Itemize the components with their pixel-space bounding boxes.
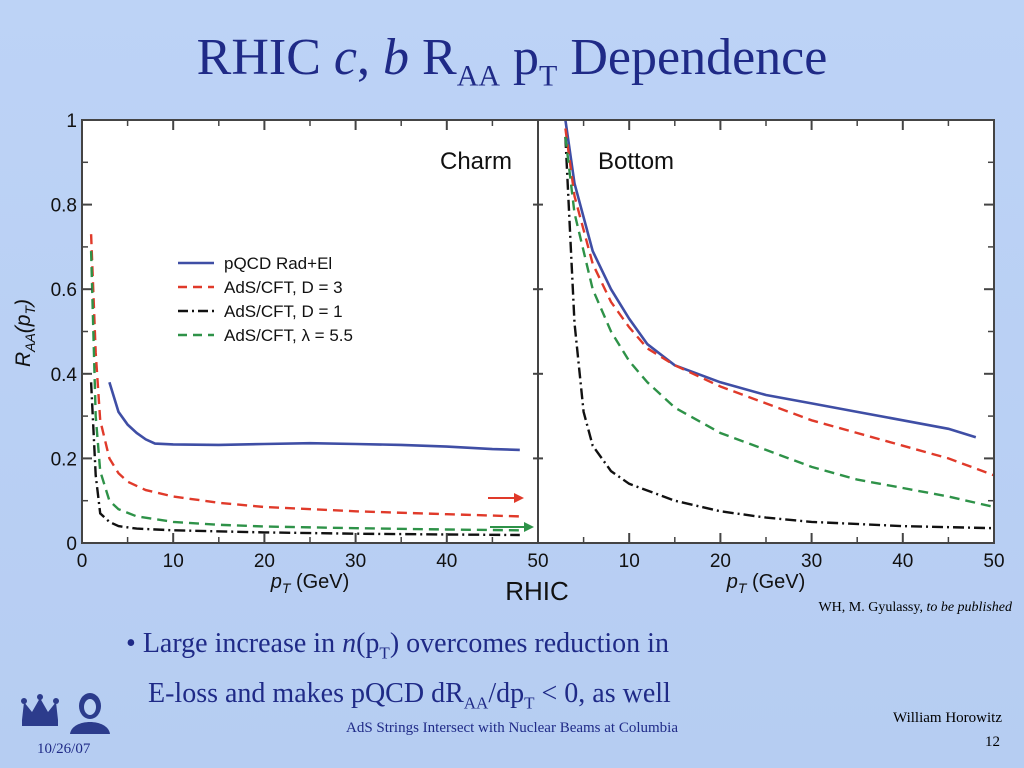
x-tick-label: 10 [619, 551, 640, 572]
credit-line: WH, M. Gyulassy, to be published [818, 600, 1012, 615]
green-arrow-head [524, 522, 534, 532]
x-tick-label: 20 [254, 551, 275, 572]
footer-author: William Horowitz [893, 710, 1002, 726]
x-axis-label-right: pT (GeV) [726, 571, 806, 596]
panel-label-charm: Charm [440, 148, 512, 175]
series-line-charm-pqcd-rad-el [108, 381, 520, 452]
x-tick-label: 0 [77, 551, 88, 572]
slide-title: RHIC c, b RAA pT Dependence [196, 29, 828, 93]
red-arrow-head [514, 493, 524, 503]
legend: pQCD Rad+El AdS/CFT, D = 3 AdS/CFT, D = … [178, 254, 353, 345]
x-tick-label: 50 [983, 551, 1004, 572]
x-axis-label-left: pT (GeV) [270, 571, 350, 596]
labels-layer: 00.20.40.60.810 10 20 30 40 50 10 20 30 40 50 [51, 111, 1005, 572]
ticks-layer [81, 119, 995, 544]
y-tick-label: 1 [66, 111, 77, 132]
footer-date: 10/26/07 [37, 741, 91, 757]
y-tick-label: 0 [66, 534, 77, 555]
legend-label-ads-d1: AdS/CFT, D = 1 [224, 302, 343, 321]
y-tick-label: 0.4 [51, 365, 78, 386]
footer-title: AdS Strings Intersect with Nuclear Beams… [345, 720, 679, 736]
x-tick-label: 40 [892, 551, 913, 572]
series-line-bottom-pqcd-rad-el [564, 119, 977, 439]
x-tick-label: 20 [710, 551, 731, 572]
panel-label-bottom: Bottom [598, 148, 674, 175]
x-tick-label: 30 [801, 551, 822, 572]
bullet-text: • Large increase in n(pT) overcomes redu… [126, 628, 671, 713]
footer-page-number: 12 [985, 734, 1000, 750]
legend-label-pqcd: pQCD Rad+El [224, 254, 332, 273]
series-line-charm-ads-cft-d-3 [89, 234, 520, 518]
series-line-charm-ads-cft-d-1 [89, 382, 520, 537]
y-axis-label: RAA(pT) [12, 299, 38, 367]
asymptote-markers [488, 493, 534, 532]
y-tick-label: 0.8 [51, 196, 77, 217]
series-line-bottom-ads-cft-d-1 [564, 136, 995, 530]
x-tick-label: 40 [436, 551, 457, 572]
y-tick-label: 0.2 [51, 449, 77, 470]
crown-logo-icon [21, 694, 59, 726]
series-line-charm-ads-cft-5-5 [89, 251, 520, 532]
x-tick-label: 50 [527, 551, 548, 572]
legend-label-ads-lambda: AdS/CFT, λ = 5.5 [224, 326, 353, 345]
raa-chart: 00.20.40.60.810 10 20 30 40 50 10 20 30 40 50 Char… [12, 111, 1005, 605]
x-tick-label: 30 [345, 551, 366, 572]
curves-layer [89, 119, 995, 537]
legend-label-ads-d3: AdS/CFT, D = 3 [224, 278, 343, 297]
rhic-label: RHIC [505, 576, 569, 605]
x-tick-label: 10 [163, 551, 184, 572]
portrait-logo-icon [70, 693, 110, 734]
series-line-bottom-ads-cft-d-3 [564, 128, 995, 477]
y-tick-label: 0.6 [51, 280, 77, 301]
series-line-bottom-ads-cft-5-5 [564, 136, 995, 509]
